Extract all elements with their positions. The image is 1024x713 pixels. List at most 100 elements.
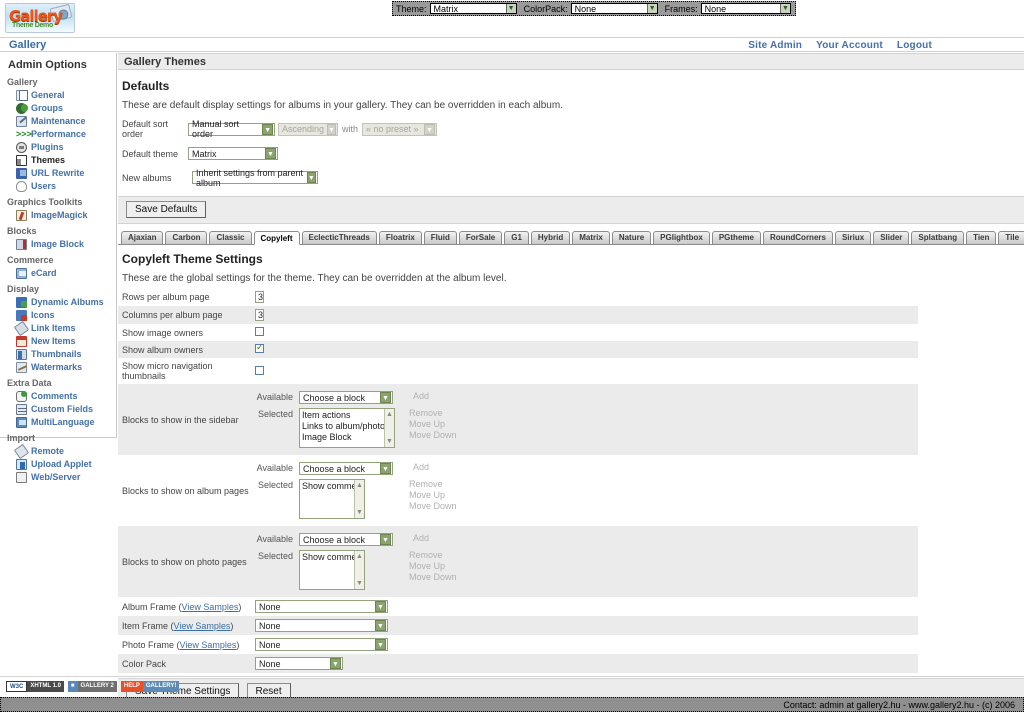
sidebar-item-plugins[interactable]: Plugins — [6, 141, 116, 154]
tab-floatrix[interactable]: Floatrix — [378, 231, 422, 244]
sidebar-item-users[interactable]: Users — [6, 180, 116, 193]
list-item[interactable]: Show comments — [302, 552, 365, 562]
blocks-photo-available-select[interactable]: Choose a block ▼ — [299, 533, 393, 546]
item-frame-view-samples-link[interactable]: View Samples — [173, 620, 231, 631]
list-item[interactable]: Links to album/photo peers — [302, 421, 394, 431]
tab-nature[interactable]: Nature — [611, 231, 652, 244]
sidebar-item-link-items[interactable]: Link Items — [6, 320, 116, 337]
sidebar-item-upload-applet[interactable]: Upload Applet — [6, 458, 116, 471]
photo-frame-view-samples-link[interactable]: View Samples — [179, 639, 237, 650]
show-image-owners-checkbox[interactable] — [255, 327, 264, 336]
sidebar-item-new-items[interactable]: New Items — [6, 335, 116, 348]
preset-select[interactable]: « no preset » ▼ — [362, 122, 438, 136]
columns-per-page-input[interactable]: 3 — [255, 309, 265, 321]
sidebar-item-watermarks[interactable]: Watermarks — [6, 361, 116, 374]
blocks-album-remove-button[interactable]: Remove — [409, 479, 443, 489]
sidebar-item-general[interactable]: General — [6, 89, 116, 102]
blocks-photo-selected-list[interactable]: Show comments ▲ ▼ — [299, 550, 365, 590]
blocks-sidebar-selected-list[interactable]: Item actions Links to album/photo peers … — [299, 408, 395, 448]
w3c-xhtml-badge[interactable]: W3C XHTML 1.0 — [6, 681, 64, 692]
tab-hybrid[interactable]: Hybrid — [530, 231, 571, 244]
scrollbar[interactable]: ▲ ▼ — [354, 551, 364, 589]
color-pack-select[interactable]: None ▼ — [255, 657, 343, 670]
link-logout[interactable]: Logout — [896, 40, 932, 51]
item-frame-select[interactable]: None ▼ — [255, 619, 388, 632]
gallery2-badge[interactable]: ■ GALLERY 2 — [67, 681, 117, 692]
link-site-admin[interactable]: Site Admin — [748, 40, 803, 51]
rows-per-page-input[interactable]: 3 — [255, 291, 265, 303]
tab-fluid[interactable]: Fluid — [423, 231, 457, 244]
album-frame-select[interactable]: None ▼ — [255, 600, 388, 613]
theme-switcher-frames-select[interactable]: None ▼ — [700, 3, 792, 14]
tab-tile[interactable]: Tile — [998, 231, 1024, 244]
album-frame-view-samples-link[interactable]: View Samples — [181, 601, 239, 612]
scroll-up-icon[interactable]: ▲ — [356, 482, 363, 489]
blocks-sidebar-available-select[interactable]: Choose a block ▼ — [299, 391, 393, 404]
theme-switcher-theme-select[interactable]: Matrix ▼ — [429, 3, 517, 14]
photo-frame-select[interactable]: None ▼ — [255, 638, 388, 651]
sidebar-item-web-server[interactable]: Web/Server — [6, 471, 116, 484]
tab-forsale[interactable]: ForSale — [458, 231, 503, 244]
blocks-sidebar-add-button[interactable]: Add — [413, 391, 430, 401]
sort-direction-select[interactable]: Ascending ▼ — [278, 122, 338, 136]
scroll-down-icon[interactable]: ▼ — [356, 580, 363, 587]
sidebar-item-comments[interactable]: Comments — [6, 390, 116, 403]
tab-pglightbox[interactable]: PGlightbox — [653, 231, 710, 244]
tab-classic[interactable]: Classic — [209, 231, 252, 244]
default-sort-order-select[interactable]: Manual sort order ▼ — [188, 119, 275, 139]
blocks-photo-move-up-button[interactable]: Move Up — [409, 561, 446, 571]
sidebar-item-icons[interactable]: Icons — [6, 309, 116, 322]
scroll-down-icon[interactable]: ▼ — [386, 438, 393, 445]
list-item[interactable]: Item actions — [302, 410, 351, 420]
tab-eclecticthreads[interactable]: EclecticThreads — [301, 231, 377, 244]
sidebar-item-custom-fields[interactable]: Custom Fields — [6, 403, 116, 416]
blocks-photo-remove-button[interactable]: Remove — [409, 550, 443, 560]
list-item[interactable]: Image Block — [302, 432, 352, 442]
default-theme-select[interactable]: Matrix ▼ — [188, 147, 278, 160]
tab-matrix[interactable]: Matrix — [572, 231, 610, 244]
sidebar-item-maintenance[interactable]: Maintenance — [6, 115, 116, 128]
new-albums-select[interactable]: Inherit settings from parent album ▼ — [192, 168, 318, 188]
tab-roundcorners[interactable]: RoundCorners — [762, 231, 833, 244]
sidebar-item-dynamic-albums[interactable]: Dynamic Albums — [6, 296, 116, 309]
show-micro-nav-checkbox[interactable] — [255, 365, 264, 375]
blocks-sidebar-remove-button[interactable]: Remove — [409, 408, 443, 418]
sidebar-item-multilanguage[interactable]: MultiLanguage — [6, 416, 116, 429]
sidebar-item-thumbnails[interactable]: Thumbnails — [6, 348, 116, 361]
save-defaults-button[interactable]: Save Defaults — [126, 201, 207, 218]
tab-pgtheme[interactable]: PGtheme — [711, 231, 761, 244]
scroll-down-icon[interactable]: ▼ — [356, 509, 363, 516]
scrollbar[interactable]: ▲ ▼ — [384, 409, 394, 447]
sidebar-item-imagemagick[interactable]: ImageMagick — [6, 209, 116, 222]
blocks-album-selected-list[interactable]: Show comments ▲ ▼ — [299, 479, 365, 519]
sidebar-item-remote[interactable]: Remote — [6, 443, 116, 460]
blocks-album-move-down-button[interactable]: Move Down — [409, 501, 457, 511]
tab-slider[interactable]: Slider — [873, 231, 910, 244]
blocks-album-available-select[interactable]: Choose a block ▼ — [299, 462, 393, 475]
list-item[interactable]: Show comments — [302, 481, 365, 491]
show-album-owners-checkbox[interactable] — [255, 342, 264, 353]
scrollbar[interactable]: ▲ ▼ — [354, 480, 364, 518]
scroll-up-icon[interactable]: ▲ — [356, 553, 363, 560]
scroll-up-icon[interactable]: ▲ — [386, 411, 393, 418]
link-your-account[interactable]: Your Account — [816, 40, 883, 51]
theme-switcher-colorpack-select[interactable]: None ▼ — [570, 3, 658, 14]
blocks-photo-add-button[interactable]: Add — [413, 533, 430, 543]
tab-siriux[interactable]: Siriux — [834, 231, 872, 244]
sidebar-item-image-block[interactable]: Image Block — [6, 238, 116, 251]
tab-g1[interactable]: G1 — [504, 231, 529, 244]
sidebar-item-groups[interactable]: Groups — [6, 102, 116, 115]
sidebar-item-url-rewrite[interactable]: URL Rewrite — [6, 167, 116, 180]
tab-splatbang[interactable]: Splatbang — [911, 231, 965, 244]
tab-tien[interactable]: Tien — [966, 231, 997, 244]
site-logo[interactable]: Gallery Theme Demo — [5, 3, 75, 33]
blocks-album-add-button[interactable]: Add — [413, 462, 430, 472]
tab-carbon[interactable]: Carbon — [165, 231, 208, 244]
sidebar-item-ecard[interactable]: eCard — [6, 267, 116, 280]
help-gallery-badge[interactable]: HELP GALLERY! — [120, 681, 180, 692]
tab-copyleft[interactable]: Copyleft — [253, 231, 300, 245]
blocks-photo-move-down-button[interactable]: Move Down — [409, 572, 457, 582]
sidebar-item-themes[interactable]: Themes — [6, 154, 116, 167]
blocks-sidebar-move-down-button[interactable]: Move Down — [409, 430, 457, 440]
blocks-album-move-up-button[interactable]: Move Up — [409, 490, 446, 500]
